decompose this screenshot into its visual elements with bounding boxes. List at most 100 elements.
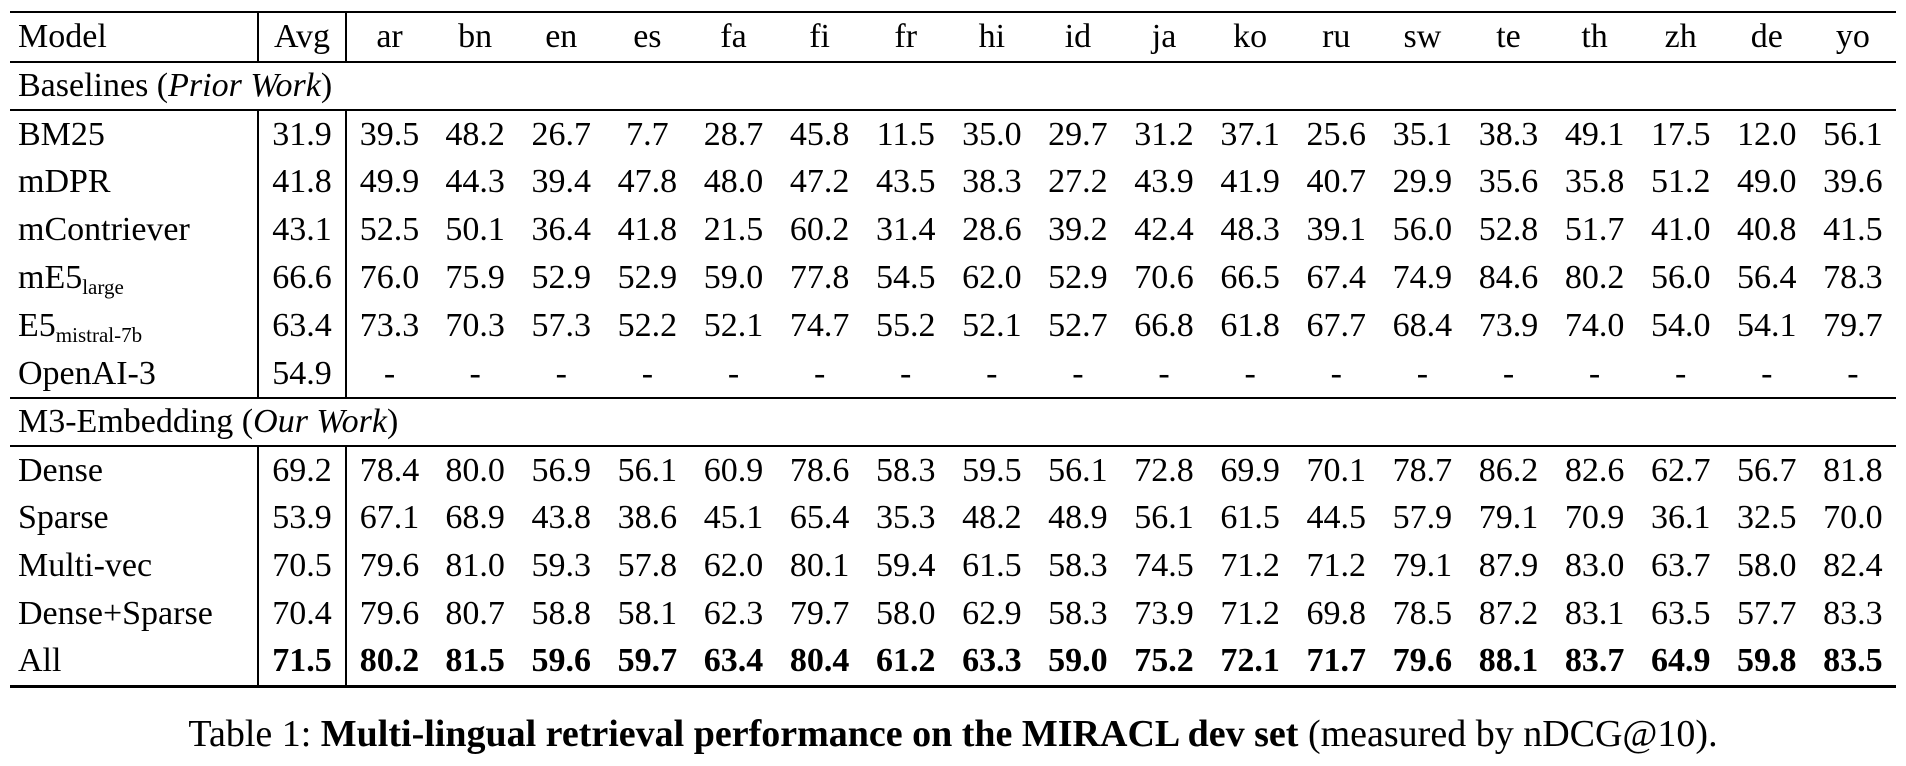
score-cell-th: 70.9	[1564, 499, 1625, 536]
score-cell-th: 74.0	[1564, 307, 1625, 344]
score-cell-hi: 28.6	[962, 211, 1022, 248]
score-cell-fr: 58.3	[875, 451, 936, 489]
table-caption: Table 1: Multi-lingual retrieval perform…	[10, 712, 1896, 756]
score-cell-es: 7.7	[626, 115, 669, 153]
score-cell-fa: 62.3	[703, 595, 764, 632]
score-cell-de: 56.4	[1737, 259, 1797, 296]
score-cell-ko: 66.5	[1220, 259, 1280, 296]
score-cell-id: 52.7	[1048, 307, 1108, 344]
avg-cell: 71.5	[258, 638, 347, 686]
score-cell-de: 58.0	[1737, 547, 1797, 584]
caption-prefix: Table 1:	[188, 712, 321, 755]
avg-cell: 53.9	[258, 494, 347, 542]
score-cell-es: 52.9	[617, 259, 678, 296]
column-header-ja: ja	[1151, 18, 1177, 55]
score-cell-ko: 71.2	[1220, 595, 1280, 632]
score-cell-th: 83.1	[1564, 595, 1625, 632]
score-cell-ru: 69.8	[1306, 595, 1367, 632]
model-name-cell: BM25	[10, 110, 259, 158]
score-cell-en: 36.4	[531, 211, 592, 248]
score-cell-de: 59.8	[1737, 642, 1797, 680]
caption-bold-title: Multi-lingual retrieval performance on t…	[320, 712, 1299, 755]
score-cell-bn: 80.7	[445, 595, 505, 632]
score-cell-fa: 59.0	[703, 259, 764, 296]
score-cell-fa: 28.7	[703, 115, 764, 153]
score-cell-bn: -	[469, 354, 481, 392]
score-cell-ja: 75.2	[1134, 642, 1194, 680]
score-cell-te: 79.1	[1478, 499, 1539, 536]
score-cell-fi: 77.8	[789, 259, 850, 296]
score-cell-ru: 39.1	[1306, 211, 1367, 248]
avg-cell: 69.2	[258, 446, 347, 494]
model-name-cell: All	[10, 638, 259, 686]
score-cell-fi: 60.2	[789, 211, 850, 248]
score-cell-sw: 57.9	[1392, 499, 1453, 536]
score-cell-fr: -	[900, 354, 912, 392]
score-cell-hi: 48.2	[962, 499, 1022, 536]
score-cell-hi: 62.0	[962, 259, 1022, 296]
score-cell-zh: 51.2	[1650, 163, 1711, 200]
score-cell-id: 59.0	[1048, 642, 1108, 680]
score-cell-fa: 63.4	[703, 642, 764, 680]
score-cell-te: 87.2	[1478, 595, 1539, 632]
model-name-cell: mDPR	[10, 158, 259, 206]
score-cell-en: 57.3	[531, 307, 592, 344]
score-cell-fi: 78.6	[789, 451, 850, 489]
column-header-model: Model	[10, 12, 259, 62]
table-row: Dense+Sparse 70.4 79.6 80.7 58.8 58.1 62.3 79.7…	[10, 590, 1896, 638]
score-cell-ja: 70.6	[1134, 259, 1194, 296]
score-cell-id: 58.3	[1048, 595, 1108, 632]
score-cell-yo: 82.4	[1823, 547, 1883, 584]
score-cell-fr: 31.4	[875, 211, 936, 248]
score-cell-zh: 54.0	[1650, 307, 1711, 344]
score-cell-ru: 71.7	[1306, 642, 1367, 680]
score-cell-te: 73.9	[1478, 307, 1539, 344]
score-cell-bn: 68.9	[445, 499, 505, 536]
table-row: Sparse 53.9 67.1 68.9 43.8 38.6 45.1 65.4 35.3 48…	[10, 494, 1896, 542]
score-cell-hi: -	[986, 354, 998, 392]
score-cell-yo: 78.3	[1823, 259, 1883, 296]
score-cell-hi: 63.3	[962, 642, 1022, 680]
score-cell-te: 52.8	[1478, 211, 1539, 248]
score-cell-ja: 74.5	[1134, 547, 1194, 584]
score-cell-es: 52.2	[617, 307, 678, 344]
score-cell-en: 26.7	[531, 115, 592, 153]
score-cell-ar: 49.9	[359, 163, 420, 200]
score-cell-th: 82.6	[1564, 451, 1625, 489]
score-cell-fa: 48.0	[703, 163, 764, 200]
column-header-te: te	[1496, 18, 1521, 55]
score-cell-fr: 59.4	[875, 547, 936, 584]
section-header-row: Baselines (Prior Work)	[10, 62, 1896, 110]
column-header-ru: ru	[1322, 18, 1351, 55]
score-cell-id: 48.9	[1048, 499, 1108, 536]
score-cell-ru: 44.5	[1306, 499, 1367, 536]
score-cell-ko: 37.1	[1220, 115, 1280, 153]
score-cell-ko: 61.5	[1220, 499, 1280, 536]
score-cell-sw: 29.9	[1392, 163, 1453, 200]
score-cell-ru: 67.4	[1306, 259, 1367, 296]
score-cell-fi: 47.2	[789, 163, 850, 200]
score-cell-ko: 71.2	[1220, 547, 1280, 584]
score-cell-fa: -	[727, 354, 740, 392]
column-header-sw: sw	[1403, 18, 1442, 55]
score-cell-es: 56.1	[617, 451, 678, 489]
score-cell-fr: 11.5	[876, 115, 935, 153]
avg-cell: 70.4	[258, 590, 347, 638]
score-cell-ja: 72.8	[1134, 451, 1194, 489]
score-cell-ko: 69.9	[1220, 451, 1280, 489]
column-header-th: th	[1581, 18, 1608, 55]
score-cell-yo: 83.5	[1823, 642, 1883, 680]
score-cell-hi: 38.3	[962, 163, 1022, 200]
score-cell-bn: 48.2	[445, 115, 505, 153]
column-header-id: id	[1064, 18, 1092, 55]
score-cell-th: 49.1	[1564, 115, 1625, 153]
table-row: OpenAI-3 54.9- - - - - - - - - - - - - - - - - -	[10, 350, 1896, 398]
model-subscript: mistral-7b	[55, 323, 143, 347]
score-cell-de: -	[1761, 354, 1773, 392]
score-cell-te: 35.6	[1478, 163, 1539, 200]
avg-cell: 54.9	[258, 350, 347, 398]
score-cell-sw: 56.0	[1392, 211, 1453, 248]
column-header-fr: fr	[894, 18, 918, 55]
table-row: Multi-vec 70.5 79.6 81.0 59.3 57.8 62.0 80.1 59.…	[10, 542, 1896, 590]
model-name-cell: Sparse	[10, 494, 259, 542]
